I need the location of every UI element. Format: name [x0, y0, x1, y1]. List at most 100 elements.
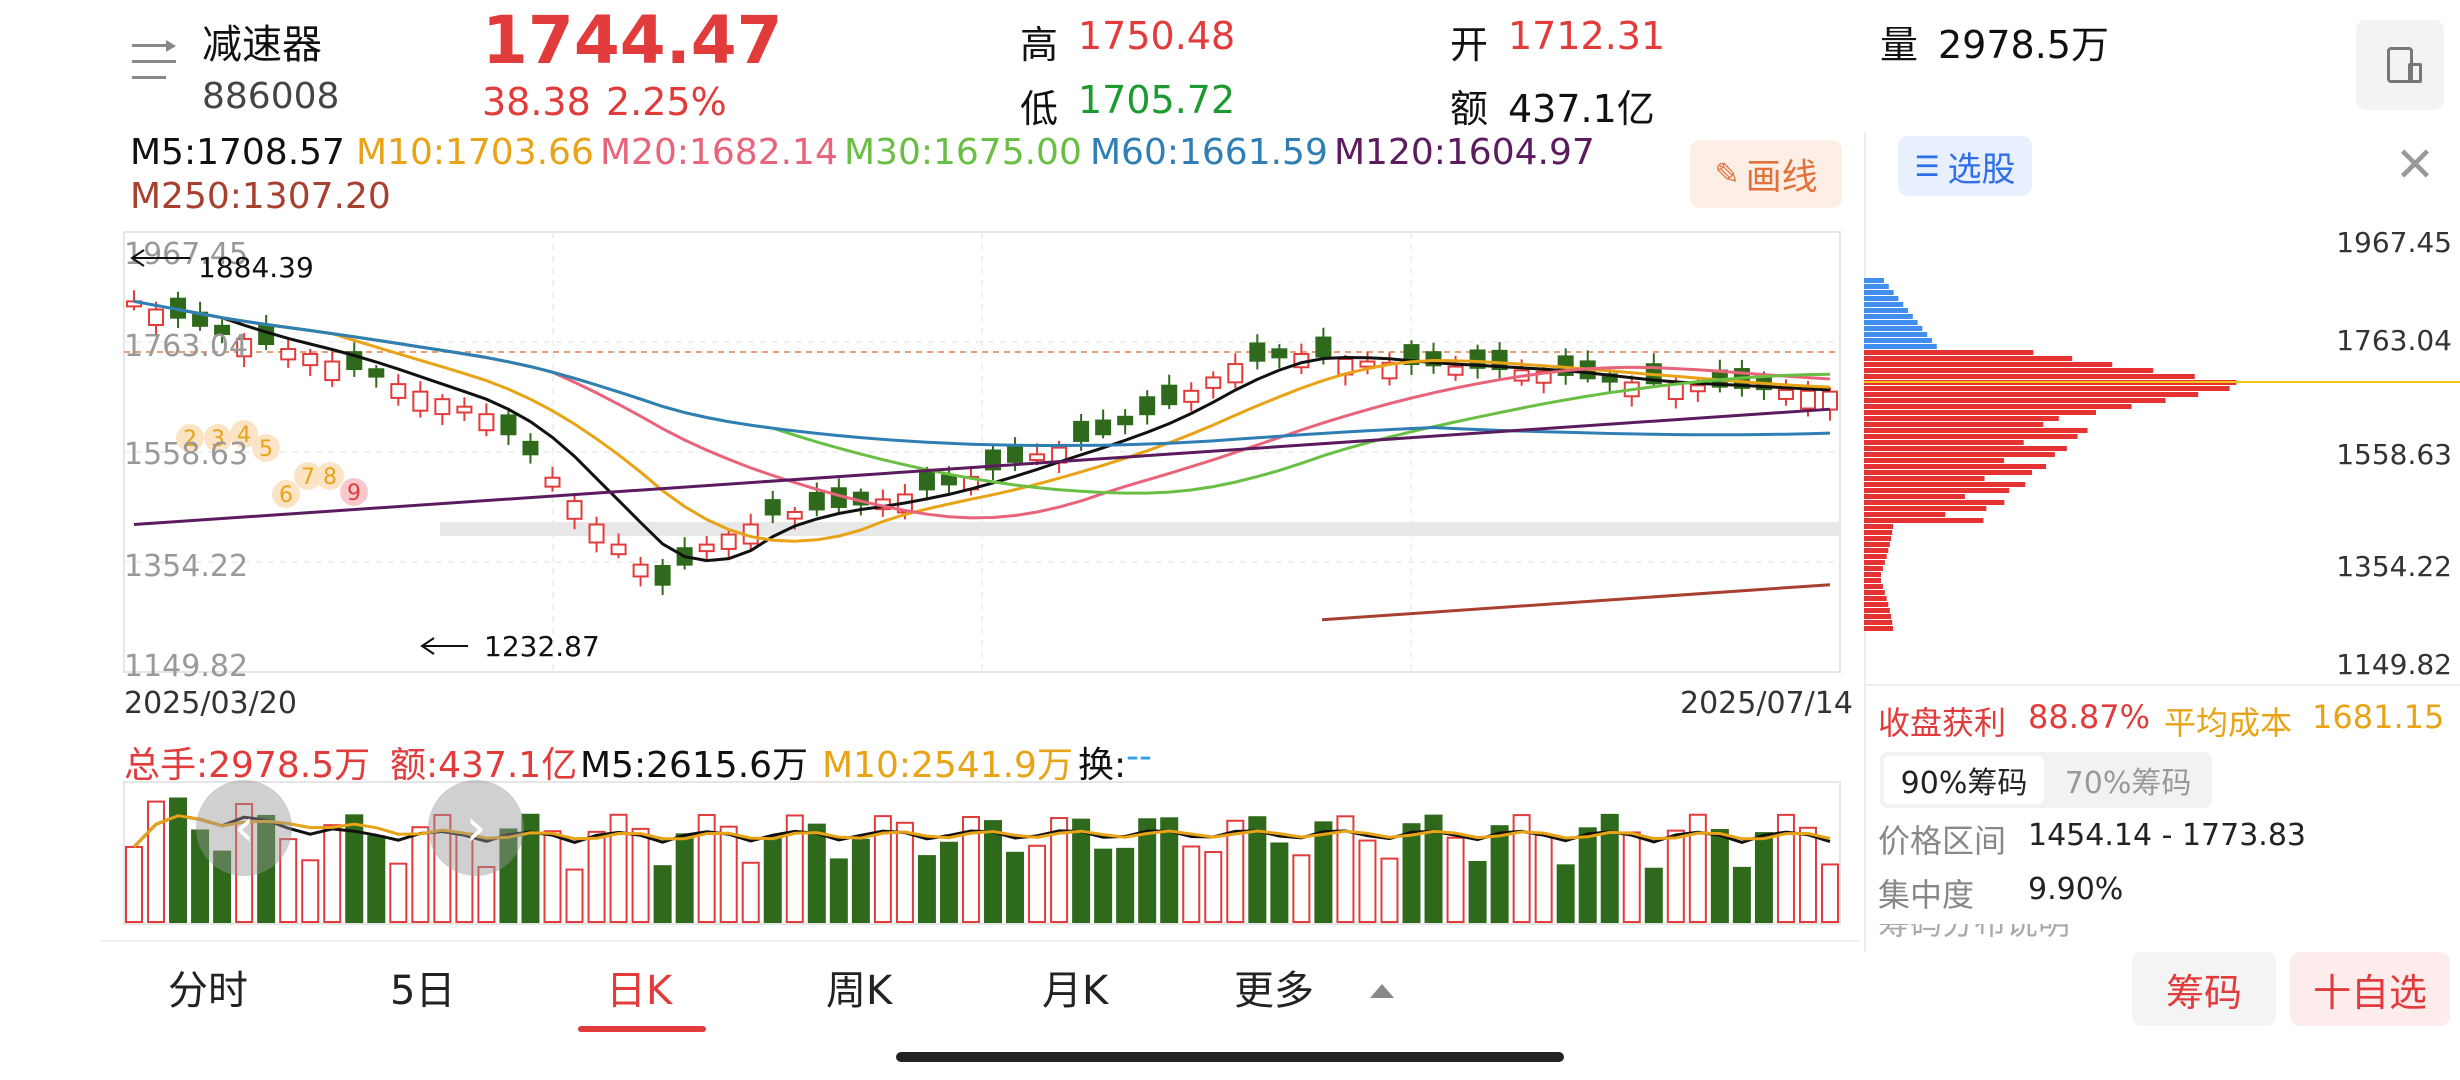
candle	[1249, 334, 1266, 370]
candle	[324, 351, 341, 387]
candle	[368, 365, 385, 388]
chip-bar	[1864, 560, 1885, 565]
volume-ma5: M5:2615.6万	[580, 745, 809, 786]
ma5-legend: M5:1708.57	[130, 132, 345, 173]
tab-more[interactable]: 更多	[1234, 968, 1314, 1014]
annotation-high-label: 1884.39	[198, 251, 314, 284]
volume-bar	[1138, 818, 1157, 924]
volume-bar	[1402, 823, 1421, 923]
tab-daily-k[interactable]: 日K	[606, 968, 673, 1014]
phone-icon	[2387, 47, 2422, 83]
chip-bar	[1864, 578, 1881, 583]
ma250-legend: M250:1307.20	[130, 176, 391, 217]
volume-bar	[1556, 864, 1575, 923]
y-tick-5: 1149.82	[124, 649, 248, 684]
candle	[610, 533, 627, 559]
chip-bar	[1864, 464, 2047, 469]
volume-bar	[477, 866, 496, 924]
volume-bar	[851, 838, 870, 924]
chip-bar	[1864, 416, 2059, 421]
draw-line-button[interactable]: ✎ 画线	[1690, 140, 1842, 208]
volume-bar	[1050, 817, 1069, 923]
volume-bar	[675, 833, 694, 923]
candle	[456, 397, 473, 422]
candle	[544, 466, 561, 492]
chip-distribution: 1967.45 1763.04 1558.63 1354.22 1149.82	[1864, 226, 2460, 680]
select-stock-button[interactable]: ☰ 选股	[1898, 136, 2032, 196]
volume-bar	[367, 835, 386, 923]
volume-bar	[257, 814, 276, 923]
volume-bar	[1710, 829, 1729, 923]
tab-90-chips[interactable]: 90%筹码	[1884, 756, 2044, 804]
candle	[720, 528, 737, 560]
chip-bar	[1864, 368, 2154, 373]
volume-chart[interactable]	[0, 780, 1850, 930]
svg-text:2: 2	[183, 427, 197, 452]
volume-bar	[807, 823, 826, 923]
list-icon: ☰	[1914, 149, 1940, 183]
candle	[1161, 374, 1178, 410]
volume-bar	[631, 827, 650, 923]
svg-text:9: 9	[347, 481, 361, 506]
chip-bar	[1864, 278, 1884, 283]
concentration-label: 集中度	[1878, 876, 1975, 914]
menu-icon[interactable]	[132, 40, 178, 84]
candle	[654, 558, 671, 596]
signal-marker: 5	[252, 434, 280, 462]
candle	[1117, 409, 1134, 435]
chip-bar	[1864, 566, 1883, 571]
candle	[698, 536, 715, 561]
amount-label: 额	[1450, 87, 1489, 131]
volume-bar	[1160, 817, 1179, 923]
chip-bar	[1864, 440, 2024, 445]
current-price: 1744.47	[482, 2, 783, 79]
volume-bar	[1754, 832, 1773, 923]
signal-marker: 8	[316, 462, 344, 490]
candle	[1205, 371, 1222, 399]
signal-marker: 2	[176, 424, 204, 452]
volume-bar	[1226, 819, 1245, 923]
volume-bar	[235, 803, 254, 923]
chip-bar	[1864, 314, 1913, 319]
volume-bar	[1314, 821, 1333, 924]
scroll-right-button[interactable]: ›	[428, 780, 524, 876]
volume-bar	[1380, 857, 1399, 923]
chip-bar	[1864, 344, 1937, 349]
volume-total: 总手:2978.5万	[124, 745, 371, 786]
candle	[588, 516, 605, 553]
chip-bar	[1864, 518, 1984, 523]
scroll-left-button[interactable]: ‹	[196, 780, 292, 876]
candle	[1403, 340, 1420, 376]
add-watchlist-button[interactable]: 十自选	[2290, 952, 2450, 1026]
tab-70-chips[interactable]: 70%筹码	[2064, 766, 2192, 801]
device-switch-button[interactable]	[2356, 20, 2444, 110]
candle	[985, 444, 1002, 481]
chip-explain-link[interactable]: 筹码分布说明	[1878, 924, 2070, 938]
volume-bar	[169, 797, 188, 923]
volume-bar	[345, 814, 364, 923]
chip-bar	[1864, 512, 1946, 517]
chip-bar	[1864, 320, 1918, 325]
chip-tick-2: 1763.04	[2336, 324, 2452, 357]
volume-bar	[1732, 866, 1751, 923]
volume-bar	[1270, 842, 1289, 924]
close-icon[interactable]: ✕	[2394, 137, 2436, 193]
tab-monthly-k[interactable]: 月K	[1042, 968, 1109, 1014]
chip-bar	[1864, 590, 1885, 595]
tab-5day[interactable]: 5日	[390, 968, 456, 1014]
svg-text:3: 3	[211, 427, 225, 452]
chip-bar	[1864, 404, 2132, 409]
svg-text:4: 4	[237, 423, 251, 448]
chip-bar	[1864, 428, 2088, 433]
tab-weekly-k[interactable]: 周K	[826, 968, 893, 1014]
tab-intraday[interactable]: 分时	[168, 968, 248, 1014]
chips-button[interactable]: 筹码	[2132, 952, 2276, 1026]
turnover-label: 换:	[1078, 745, 1127, 786]
select-stock-label: 选股	[1947, 149, 2016, 190]
chip-bar	[1864, 500, 2005, 505]
volume-bar	[1644, 867, 1663, 924]
y-tick-2: 1763.04	[124, 329, 248, 364]
candle	[346, 342, 363, 377]
volume-bar	[565, 868, 584, 923]
